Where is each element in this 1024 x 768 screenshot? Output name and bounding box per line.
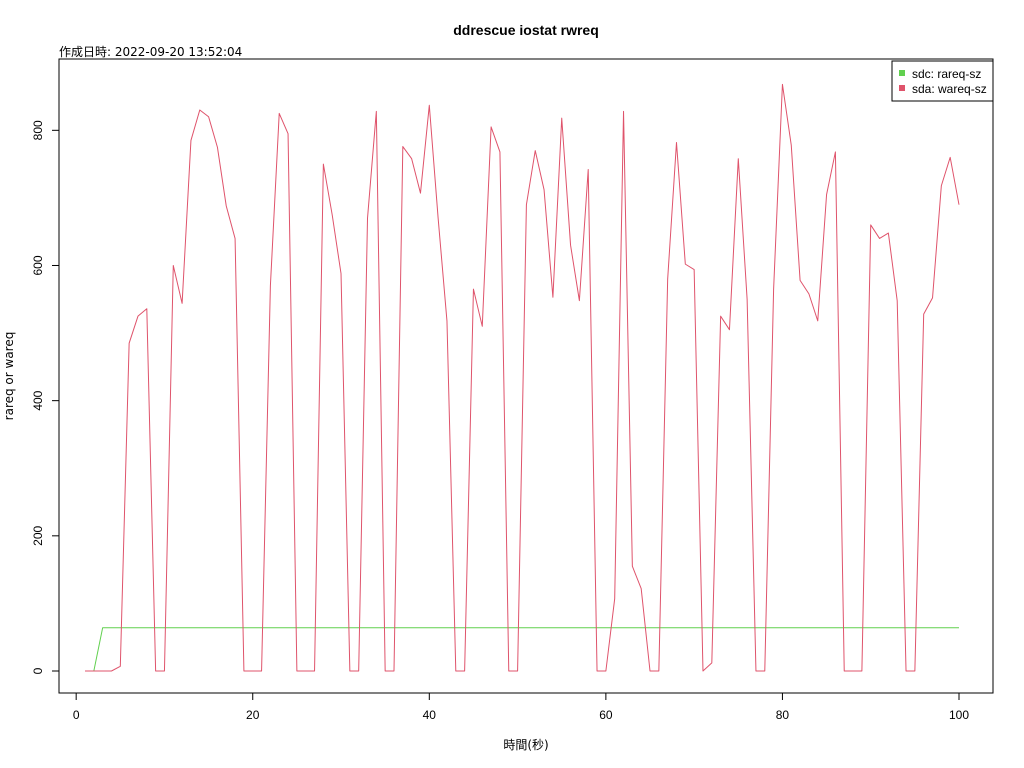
legend-swatch-sdc: [899, 70, 905, 76]
y-axis-label: rareq or wareq: [2, 332, 16, 421]
legend-label-sdc: sdc: rareq-sz: [912, 67, 981, 81]
x-tick-label: 40: [423, 708, 437, 722]
plot-frame: [58, 58, 994, 694]
x-tick-label: 60: [599, 708, 613, 722]
x-tick-label: 0: [73, 708, 80, 722]
chart-subtitle: 作成日時: 2022-09-20 13:52:04: [59, 45, 242, 59]
y-tick-label: 600: [31, 255, 45, 275]
x-tick-label: 20: [246, 708, 260, 722]
y-tick-label: 800: [31, 120, 45, 140]
x-axis-label: 時間(秒): [503, 738, 548, 752]
series-layer: [85, 83, 960, 672]
legend-box: [891, 60, 994, 102]
y-tick-label: 200: [31, 525, 45, 545]
legend: sdc: rareq-sz sda: wareq-sz: [891, 60, 994, 102]
x-tick-label: 100: [949, 708, 969, 722]
legend-swatch-sda: [899, 85, 905, 91]
y-axis: 0 200 400 600 800: [31, 120, 60, 674]
y-tick-label: 400: [31, 390, 45, 410]
x-tick-label: 80: [776, 708, 790, 722]
legend-label-sda: sda: wareq-sz: [912, 82, 987, 96]
series-line-1: [85, 83, 960, 672]
x-axis: 0 20 40 60 80 100: [73, 692, 969, 722]
chart-title: ddrescue iostat rwreq: [453, 22, 599, 38]
series-line-0: [85, 627, 959, 672]
y-tick-label: 0: [31, 667, 45, 674]
